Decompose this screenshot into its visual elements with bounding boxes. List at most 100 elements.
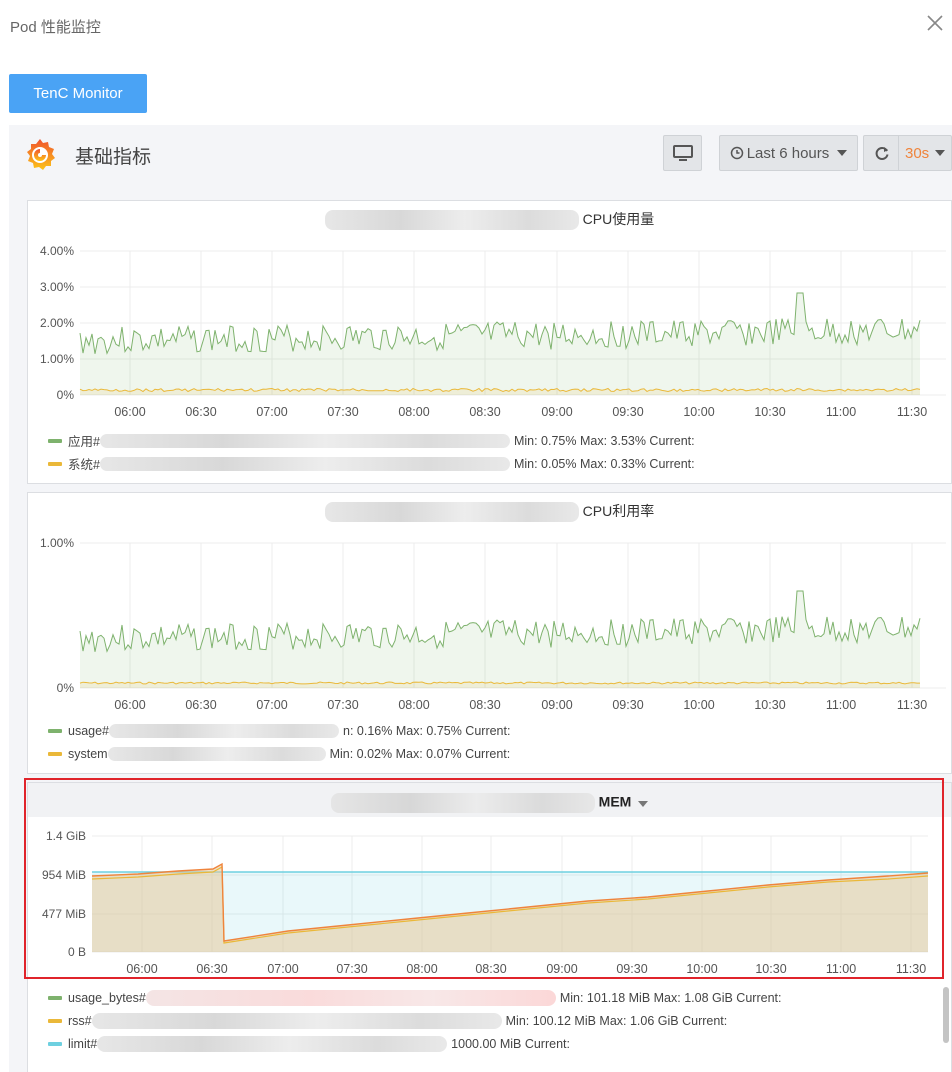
panel-title[interactable]: MEM (598, 793, 632, 810)
y-tick: 0 B (68, 945, 86, 959)
x-tick: 09:30 (612, 698, 643, 712)
x-tick: 10:30 (754, 405, 785, 419)
legend-swatch (48, 729, 62, 733)
tv-mode-icon (672, 145, 693, 161)
time-range-picker[interactable]: Last 6 hours (719, 135, 858, 171)
legend-swatch (48, 996, 62, 1000)
redacted-text (107, 747, 326, 761)
caret-down-icon[interactable] (638, 800, 649, 807)
x-tick: 08:00 (398, 698, 429, 712)
refresh-picker[interactable]: 30s (863, 135, 952, 171)
mem-graph[interactable]: 1.4 GiB 954 MiB 477 MiB 0 B 06:00 06:30 … (28, 821, 952, 1021)
legend-name: rss# (68, 1014, 92, 1028)
series-line (79, 681, 920, 685)
legend-swatch (48, 438, 62, 443)
cpu-usage-graph[interactable]: 4.00% 3.00% 2.00% 1.00% 0% 06:00 06:30 0… (28, 237, 952, 467)
x-tick: 08:30 (469, 405, 500, 419)
x-tick: 07:00 (256, 698, 287, 712)
panel-title[interactable]: CPU使用量 (582, 211, 655, 227)
legend-item[interactable]: usage# n: 0.16% Max: 0.75% Current: (48, 724, 510, 738)
x-tick: 07:30 (327, 698, 358, 712)
x-tick: 06:30 (185, 405, 216, 419)
x-tick: 10:30 (754, 698, 785, 712)
y-tick: 0% (57, 388, 75, 402)
series-line (79, 590, 921, 653)
legend-name: 应用# (68, 435, 100, 449)
legend-name: limit# (68, 1037, 98, 1051)
x-tick: 06:00 (114, 698, 145, 712)
x-tick: 08:30 (469, 698, 500, 712)
y-tick: 1.00% (40, 352, 74, 366)
y-tick: 1.00% (40, 536, 74, 550)
series-line (79, 292, 921, 355)
redacted-text (99, 433, 510, 448)
x-tick: 10:00 (683, 698, 714, 712)
legend-item[interactable]: limit# 1000.00 MiB Current: (48, 1036, 570, 1052)
y-tick: 4.00% (40, 244, 74, 258)
legend-item[interactable]: system Min: 0.02% Max: 0.07% Current: (48, 747, 510, 761)
x-tick: 11:30 (897, 405, 927, 419)
redacted-text (99, 456, 510, 471)
y-tick: 3.00% (40, 280, 74, 294)
x-tick: 07:00 (256, 405, 287, 419)
x-tick: 11:30 (896, 962, 926, 976)
window-title: Pod 性能监控 (10, 19, 101, 36)
x-tick: 06:30 (196, 962, 227, 976)
caret-down-icon (837, 150, 848, 156)
x-tick: 10:00 (686, 962, 717, 976)
redacted-text (91, 1013, 502, 1029)
legend-item[interactable]: usage_bytes# Min: 101.18 MiB Max: 1.08 G… (48, 990, 781, 1006)
redacted-text (97, 1036, 448, 1052)
refresh-icon[interactable] (874, 145, 890, 161)
x-tick: 11:30 (897, 698, 927, 712)
y-tick: 954 MiB (42, 868, 86, 882)
cpu-util-panel[interactable]: CPU利用率 1.00% 0% 06:00 06:30 07:00 07:30 … (27, 492, 952, 774)
legend-item[interactable]: rss# Min: 100.12 MiB Max: 1.06 GiB Curre… (48, 1013, 727, 1029)
scrollbar-thumb[interactable] (943, 987, 949, 1043)
x-tick: 10:30 (755, 962, 786, 976)
panel-title[interactable]: CPU利用率 (582, 503, 655, 519)
x-tick: 09:30 (616, 962, 647, 976)
legend-item[interactable]: 系统# Min: 0.05% Max: 0.33% Current: (48, 454, 695, 473)
legend-name: usage# (68, 724, 110, 738)
series-area (80, 591, 920, 688)
legend-stats: 1000.00 MiB Current: (451, 1037, 570, 1051)
legend-name: system (68, 747, 108, 761)
redacted-text (330, 793, 595, 813)
legend-name: 系统# (68, 458, 100, 472)
y-tick: 0% (57, 681, 75, 695)
legend-swatch (48, 1042, 62, 1046)
refresh-interval-label: 30s (905, 144, 930, 162)
clock-icon (730, 146, 743, 160)
legend-swatch (48, 461, 62, 466)
time-range-label: Last 6 hours (746, 144, 830, 162)
y-tick: 2.00% (40, 316, 74, 330)
x-tick: 10:00 (683, 405, 714, 419)
close-icon[interactable] (924, 12, 946, 34)
y-tick: 477 MiB (42, 907, 86, 921)
dashboard-title: 基础指标 (75, 147, 152, 168)
x-tick: 08:00 (406, 962, 437, 976)
redacted-text (324, 210, 579, 231)
cpu-usage-panel[interactable]: CPU使用量 4.00% 3.00% 2.00% 1.00% 0% 06:00 … (27, 200, 952, 484)
x-tick: 08:30 (475, 962, 506, 976)
legend-stats: Min: 0.75% Max: 3.53% Current: (513, 433, 695, 448)
x-tick: 09:00 (541, 405, 572, 419)
mem-panel[interactable]: MEM 1.4 GiB 954 MiB 477 MiB 0 B (27, 782, 952, 1072)
legend-stats: Min: 101.18 MiB Max: 1.08 GiB Current: (559, 991, 782, 1005)
legend-stats: Min: 100.12 MiB Max: 1.06 GiB Current: (505, 1014, 728, 1028)
x-tick: 07:30 (336, 962, 367, 976)
tenc-monitor-button[interactable]: TenC Monitor (9, 74, 147, 113)
tv-mode-button[interactable] (663, 135, 702, 171)
rss-line (91, 865, 929, 944)
series-area (80, 293, 920, 395)
series-line (79, 387, 921, 393)
legend-item[interactable]: 应用# Min: 0.75% Max: 3.53% Current: (48, 431, 695, 450)
series-area (80, 388, 920, 395)
cpu-util-graph[interactable]: 1.00% 0% 06:00 06:30 07:00 07:30 08:00 0… (28, 529, 952, 759)
usage-line (91, 862, 929, 942)
x-tick: 09:00 (546, 962, 577, 976)
x-tick: 11:00 (826, 405, 856, 419)
x-tick: 06:00 (114, 405, 145, 419)
redacted-text (109, 724, 340, 738)
